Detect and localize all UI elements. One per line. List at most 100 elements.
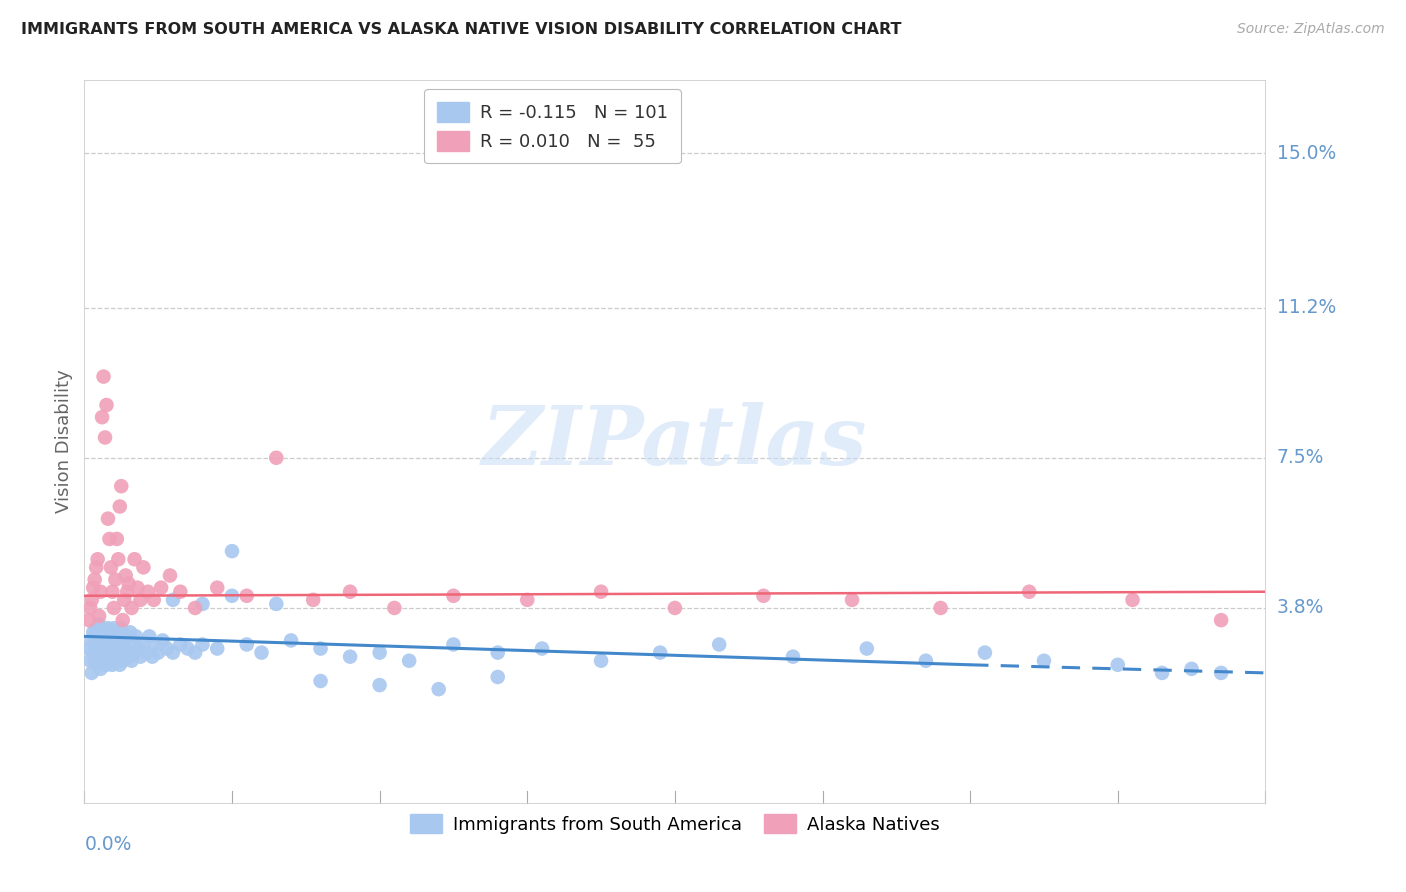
Point bbox=[221, 589, 243, 603]
Point bbox=[142, 592, 165, 607]
Point bbox=[221, 544, 243, 558]
Point bbox=[87, 609, 111, 624]
Point bbox=[266, 450, 288, 465]
Point bbox=[177, 641, 200, 656]
Point bbox=[86, 657, 108, 672]
Point bbox=[100, 560, 122, 574]
Point bbox=[1033, 654, 1056, 668]
Point bbox=[105, 532, 128, 546]
Point bbox=[184, 601, 207, 615]
Point bbox=[124, 646, 146, 660]
Point bbox=[309, 641, 332, 656]
Point bbox=[83, 654, 105, 668]
Point bbox=[108, 500, 131, 514]
Text: IMMIGRANTS FROM SOUTH AMERICA VS ALASKA NATIVE VISION DISABILITY CORRELATION CHA: IMMIGRANTS FROM SOUTH AMERICA VS ALASKA … bbox=[21, 22, 901, 37]
Point bbox=[120, 625, 142, 640]
Point bbox=[90, 633, 112, 648]
Point bbox=[79, 601, 101, 615]
Point bbox=[100, 646, 122, 660]
Point bbox=[591, 584, 613, 599]
Point bbox=[118, 649, 141, 664]
Point bbox=[162, 646, 184, 660]
Point bbox=[79, 654, 101, 668]
Point bbox=[115, 629, 138, 643]
Point bbox=[443, 589, 465, 603]
Point bbox=[108, 638, 131, 652]
Point bbox=[152, 633, 174, 648]
Point bbox=[91, 621, 114, 635]
Point bbox=[129, 592, 152, 607]
Point bbox=[266, 597, 288, 611]
Point bbox=[148, 646, 170, 660]
Point bbox=[90, 584, 112, 599]
Point bbox=[114, 646, 136, 660]
Point bbox=[103, 621, 125, 635]
Point bbox=[98, 633, 121, 648]
Y-axis label: Vision Disability: Vision Disability bbox=[55, 369, 73, 514]
Point bbox=[87, 641, 111, 656]
Point bbox=[115, 584, 138, 599]
Point bbox=[104, 633, 127, 648]
Point bbox=[77, 613, 100, 627]
Point bbox=[84, 621, 107, 635]
Point bbox=[339, 584, 361, 599]
Point bbox=[96, 398, 118, 412]
Point bbox=[98, 532, 121, 546]
Point bbox=[107, 649, 129, 664]
Point bbox=[443, 638, 465, 652]
Point bbox=[184, 646, 207, 660]
Point bbox=[91, 646, 114, 660]
Point bbox=[709, 638, 731, 652]
Text: Source: ZipAtlas.com: Source: ZipAtlas.com bbox=[1237, 22, 1385, 37]
Point bbox=[929, 601, 952, 615]
Point bbox=[86, 552, 108, 566]
Point bbox=[121, 601, 143, 615]
Point bbox=[1150, 665, 1173, 680]
Point bbox=[664, 601, 686, 615]
Point bbox=[309, 673, 332, 688]
Point bbox=[191, 597, 214, 611]
Text: 11.2%: 11.2% bbox=[1277, 298, 1336, 317]
Point bbox=[112, 638, 135, 652]
Point bbox=[915, 654, 938, 668]
Point bbox=[87, 617, 111, 632]
Point bbox=[1211, 665, 1233, 680]
Point bbox=[132, 638, 155, 652]
Point bbox=[77, 641, 100, 656]
Point bbox=[427, 682, 450, 697]
Point bbox=[129, 649, 152, 664]
Point bbox=[125, 629, 148, 643]
Point bbox=[110, 621, 132, 635]
Point bbox=[101, 638, 124, 652]
Point bbox=[382, 601, 406, 615]
Point bbox=[368, 646, 391, 660]
Point bbox=[162, 592, 184, 607]
Point bbox=[236, 589, 259, 603]
Point bbox=[103, 601, 125, 615]
Point bbox=[1211, 613, 1233, 627]
Point bbox=[82, 625, 104, 640]
Point bbox=[1107, 657, 1129, 672]
Point bbox=[302, 592, 325, 607]
Point bbox=[150, 581, 173, 595]
Point bbox=[94, 430, 117, 444]
Point bbox=[107, 552, 129, 566]
Point bbox=[280, 633, 302, 648]
Point bbox=[124, 552, 146, 566]
Point bbox=[97, 641, 120, 656]
Point bbox=[105, 646, 128, 660]
Text: 0.0%: 0.0% bbox=[84, 835, 132, 855]
Point bbox=[93, 369, 115, 384]
Point bbox=[486, 670, 509, 684]
Point bbox=[94, 649, 117, 664]
Point bbox=[80, 665, 103, 680]
Point bbox=[82, 581, 104, 595]
Text: 15.0%: 15.0% bbox=[1277, 144, 1336, 163]
Point bbox=[80, 633, 103, 648]
Point bbox=[84, 560, 107, 574]
Point bbox=[650, 646, 672, 660]
Point bbox=[110, 479, 132, 493]
Point bbox=[207, 581, 229, 595]
Point bbox=[136, 584, 159, 599]
Point bbox=[398, 654, 420, 668]
